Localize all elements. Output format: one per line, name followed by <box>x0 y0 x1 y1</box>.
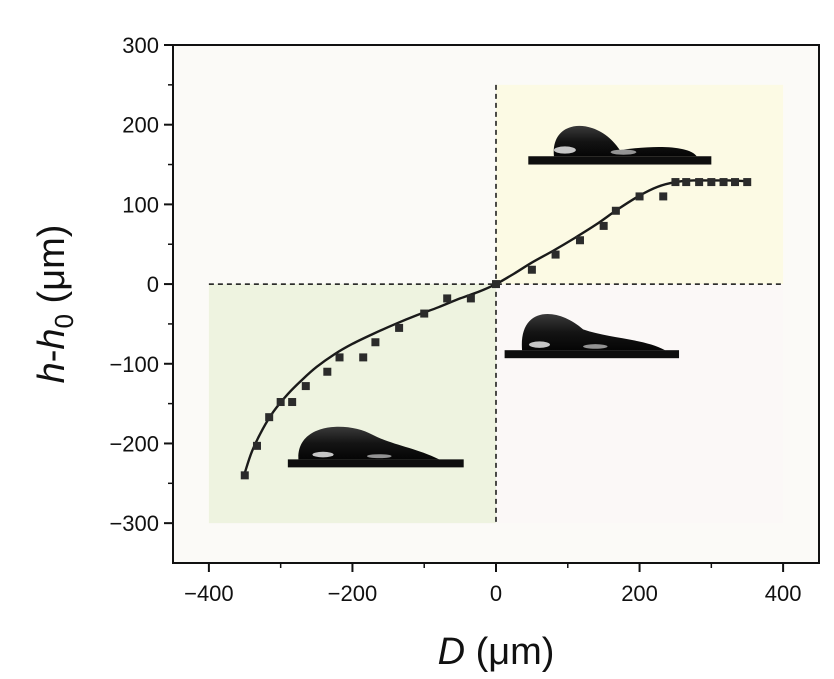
shaded-region-1 <box>496 84 784 285</box>
data-point-5 <box>301 382 310 391</box>
x-axis-label: D (μm) <box>438 631 555 673</box>
droplet-lower-right-substrate <box>504 350 680 359</box>
y-axis-label-subscript: 0 <box>49 314 79 328</box>
data-point-19 <box>611 206 620 215</box>
droplet-lower-left-drop <box>298 426 440 460</box>
droplet-lower-left-reflection <box>366 454 392 459</box>
y-tick-label-1: 200 <box>122 113 159 138</box>
data-point-28 <box>743 178 752 187</box>
y-axis-label-dash: - <box>31 350 73 363</box>
droplet-upper-right-reflection <box>610 149 637 155</box>
data-point-25 <box>707 178 716 187</box>
y-tick-label-5: −200 <box>109 431 159 456</box>
data-point-10 <box>395 323 404 332</box>
data-point-21 <box>659 192 668 201</box>
x-tick-label-2: 0 <box>490 581 502 606</box>
data-point-16 <box>551 250 560 259</box>
data-point-7 <box>335 353 344 362</box>
data-point-23 <box>682 178 691 187</box>
data-point-8 <box>359 353 368 362</box>
data-point-0 <box>240 471 249 480</box>
data-point-24 <box>695 178 704 187</box>
droplet-lower-right-highlight <box>529 341 550 348</box>
x-tick-label-1: −200 <box>328 581 378 606</box>
y-axis-label-unit: (μm) <box>31 225 73 314</box>
data-point-9 <box>371 338 380 347</box>
data-point-18 <box>599 221 608 230</box>
y-tick-label-6: −300 <box>109 511 159 536</box>
data-point-4 <box>288 398 297 407</box>
droplet-upper-right-highlight <box>553 146 576 154</box>
data-point-27 <box>731 178 740 187</box>
x-tick-label-4: 400 <box>765 581 802 606</box>
droplet-upper-right <box>528 125 712 165</box>
x-axis-label-unit: (μm) <box>465 631 554 673</box>
data-point-6 <box>323 367 332 376</box>
data-point-11 <box>420 309 429 318</box>
data-point-3 <box>276 398 285 407</box>
y-axis-label-symbol-a: h <box>31 362 73 383</box>
y-axis: 300 200 100 0 −100 −200 −300 <box>109 33 173 536</box>
y-axis-label-symbol-b: h <box>31 328 73 349</box>
droplet-upper-right-drop <box>553 125 697 157</box>
y-tick-label-4: −100 <box>109 352 159 377</box>
droplet-lower-left <box>287 426 464 468</box>
y-tick-label-0: 300 <box>122 33 159 58</box>
data-point-1 <box>252 441 261 450</box>
droplet-lower-left-substrate <box>287 459 464 468</box>
droplet-insets <box>287 125 712 468</box>
y-tick-label-2: 100 <box>122 192 159 217</box>
droplet-lower-right <box>504 314 680 359</box>
data-points <box>240 178 752 480</box>
droplet-lower-left-highlight <box>312 451 334 458</box>
data-point-22 <box>671 178 680 187</box>
x-axis-label-symbol: D <box>438 631 465 673</box>
data-point-20 <box>635 192 644 201</box>
data-point-17 <box>575 236 584 245</box>
droplet-lower-right-drop <box>521 314 666 351</box>
data-point-12 <box>443 294 452 303</box>
x-axis: −400 −200 0 200 400 <box>184 563 801 606</box>
reference-lines <box>208 84 784 524</box>
droplet-upper-right-substrate <box>528 156 712 165</box>
data-point-15 <box>527 265 536 274</box>
x-tick-label-0: −400 <box>184 581 234 606</box>
data-point-14 <box>492 280 500 289</box>
droplet-lower-right-reflection <box>583 344 608 349</box>
y-axis-label: h-h0 (μm) <box>31 225 79 384</box>
y-tick-label-3: 0 <box>147 272 159 297</box>
x-tick-label-3: 200 <box>621 581 658 606</box>
data-point-2 <box>265 413 274 422</box>
fit-curve <box>243 179 748 474</box>
data-point-26 <box>719 178 728 187</box>
data-point-13 <box>466 294 475 303</box>
shaded-region-0 <box>208 284 496 524</box>
